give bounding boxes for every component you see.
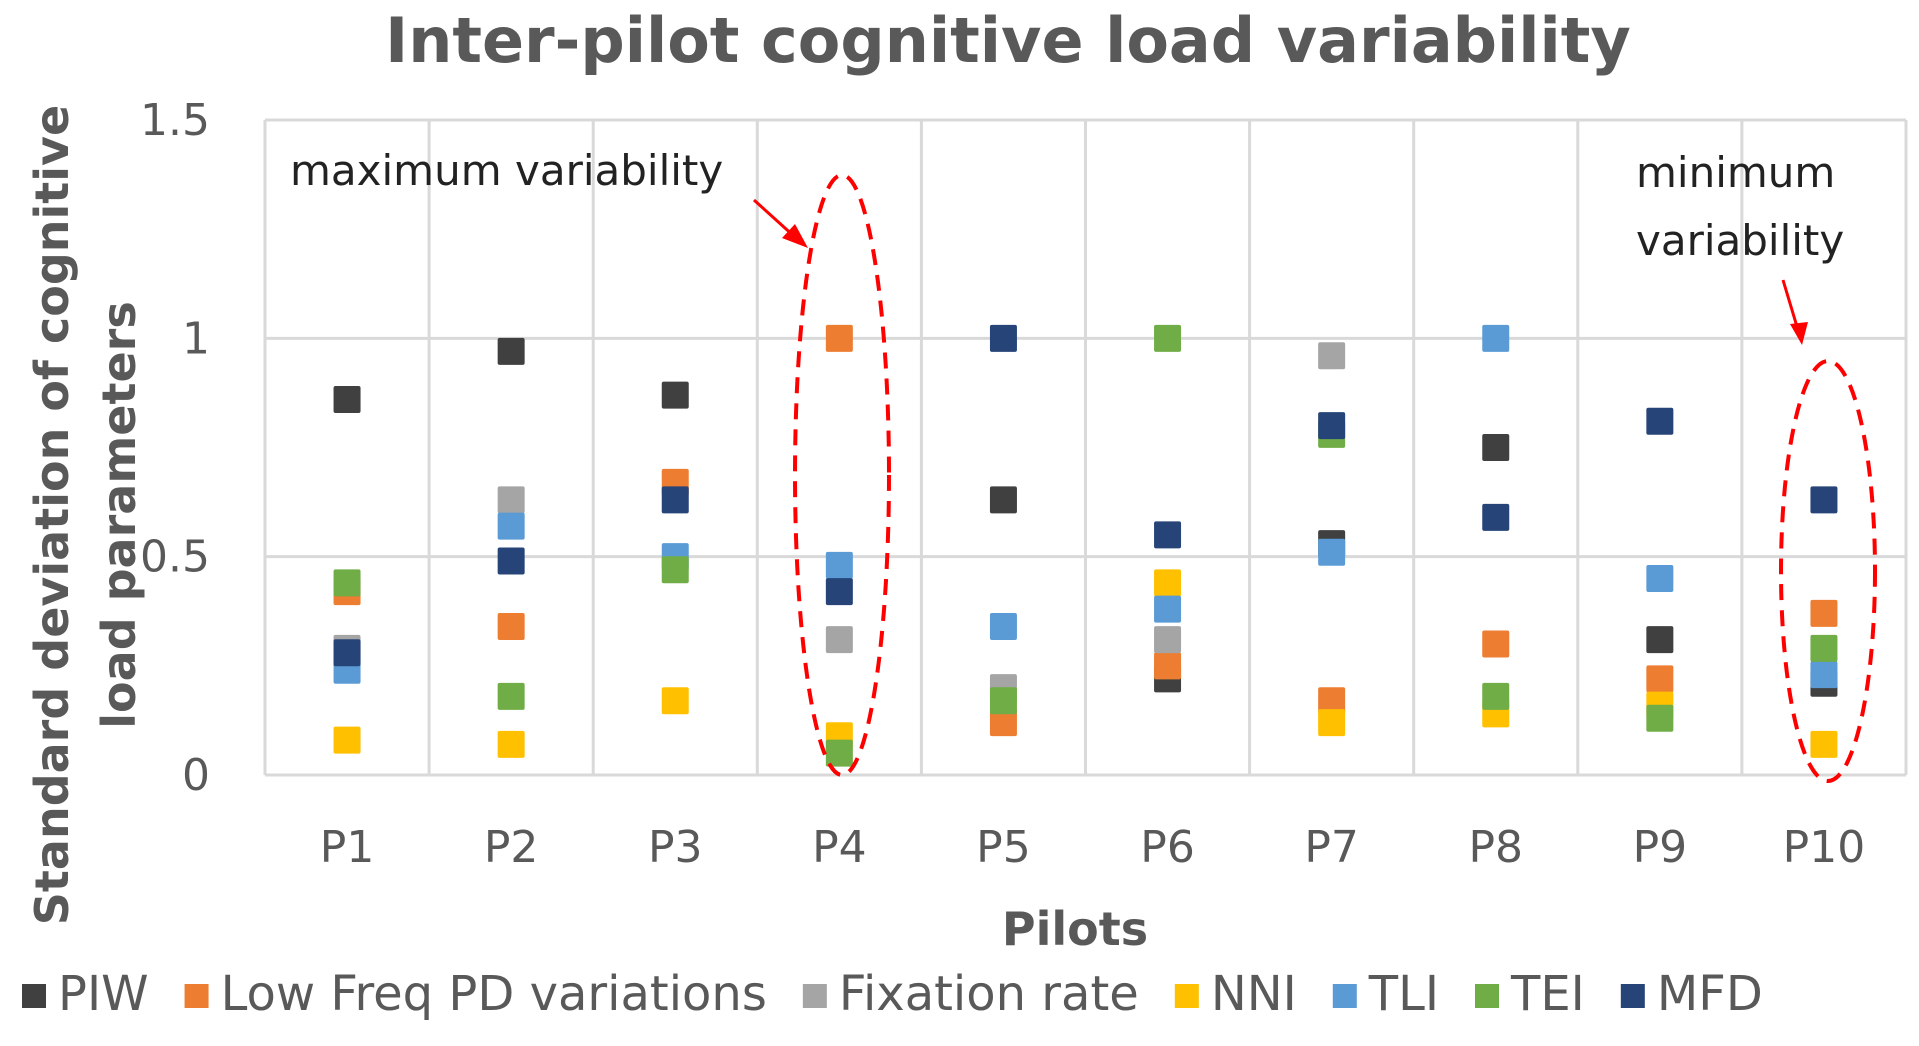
data-point [1646,665,1674,693]
data-points [333,324,1838,767]
annotation-max-variability: maximum variability [290,146,891,777]
annotation-max-label: maximum variability [290,146,723,195]
data-point [497,486,525,514]
data-point [497,682,525,710]
legend-label: NNI [1211,966,1297,1022]
x-tick-label: P7 [1304,822,1359,873]
data-point [497,613,525,641]
legend-swatch [22,984,46,1008]
data-point [661,381,689,409]
data-point [1318,538,1346,566]
legend-label: TLI [1368,966,1439,1022]
legend-swatch [1174,984,1199,1008]
y-axis-title-line2: load parameters [92,301,146,728]
x-tick-label: P2 [484,822,539,873]
data-point [1482,503,1510,531]
x-axis-title: Pilots [1002,902,1148,956]
data-point [1482,682,1510,710]
legend-swatch [802,984,827,1008]
gridlines [263,118,1908,777]
x-tick-label: P8 [1468,822,1523,873]
legend: PIW Low Freq PD variations Fixation rate NN… [22,966,1763,1022]
y-tick-label: 1 [182,313,210,364]
annotation-min-variability: minimum variability [1636,148,1877,783]
x-axis-ticks: P1 P2 P3 P4 P5 P6 P7 P8 P9 P10 [320,822,1865,873]
data-point [825,626,853,654]
data-point [1646,407,1674,435]
data-point [1318,687,1346,715]
annotation-max-ellipse [793,173,891,777]
annotation-min-ellipse [1779,359,1877,783]
y-tick-label: 0 [182,750,210,801]
data-point [1154,569,1182,597]
x-tick-label: P4 [812,822,867,873]
chart-title: Inter-pilot cognitive load variability [385,4,1631,77]
data-point [1318,342,1346,370]
annotation-min-label-line1: minimum [1636,148,1835,197]
data-point [825,739,853,767]
data-point [989,709,1017,737]
annotation-min-arrow [1781,279,1800,331]
data-point [989,687,1017,715]
data-point [1810,486,1838,514]
data-point [1318,412,1346,440]
data-point [1154,595,1182,623]
data-point [989,324,1017,352]
x-tick-label: P3 [648,822,703,873]
legend-label: PIW [58,966,149,1022]
data-point [989,486,1017,514]
annotation-min-arrowhead [1790,322,1808,345]
data-point [1154,521,1182,549]
data-point [1154,652,1182,680]
data-point [661,486,689,514]
legend-label: MFD [1657,966,1763,1022]
y-tick-label: 1.5 [140,95,210,146]
legend-label: TEI [1510,966,1585,1022]
x-tick-label: P5 [976,822,1031,873]
data-point [661,687,689,715]
legend-label: Fixation rate [839,966,1139,1022]
y-axis-ticks: 0 0.5 1 1.5 [140,95,210,801]
legend-label: Low Freq PD variations [221,966,767,1022]
x-tick-label: P9 [1633,822,1688,873]
x-tick-label: P10 [1783,822,1866,873]
y-axis-title-line1: Standard deviation of cognitive [25,105,79,925]
data-point [497,730,525,758]
data-point [1482,630,1510,658]
data-point [497,547,525,575]
data-point [333,639,361,667]
data-point [1810,730,1838,758]
data-point [825,551,853,579]
data-point [825,324,853,352]
data-point [333,385,361,413]
data-point [333,569,361,597]
data-point [497,337,525,365]
data-point [661,556,689,584]
data-point [497,512,525,540]
data-point [1154,324,1182,352]
legend-swatch [1620,984,1645,1008]
data-point [1482,324,1510,352]
data-point [1154,626,1182,654]
data-point [1646,626,1674,654]
annotation-min-label-line2: variability [1636,216,1844,265]
data-point [1810,599,1838,627]
y-tick-label: 0.5 [140,532,210,583]
x-tick-label: P1 [320,822,375,873]
data-point [1810,634,1838,662]
data-point [1318,709,1346,737]
data-point [333,726,361,754]
data-point [1810,661,1838,689]
data-point [989,613,1017,641]
data-point [1646,704,1674,732]
data-point [1646,565,1674,592]
legend-swatch [184,984,209,1008]
data-point [1482,434,1510,461]
data-point [825,578,853,606]
x-tick-label: P6 [1140,822,1195,873]
legend-swatch [1475,984,1499,1008]
annotation-max-arrowhead [782,224,808,248]
legend-swatch [1332,984,1357,1008]
